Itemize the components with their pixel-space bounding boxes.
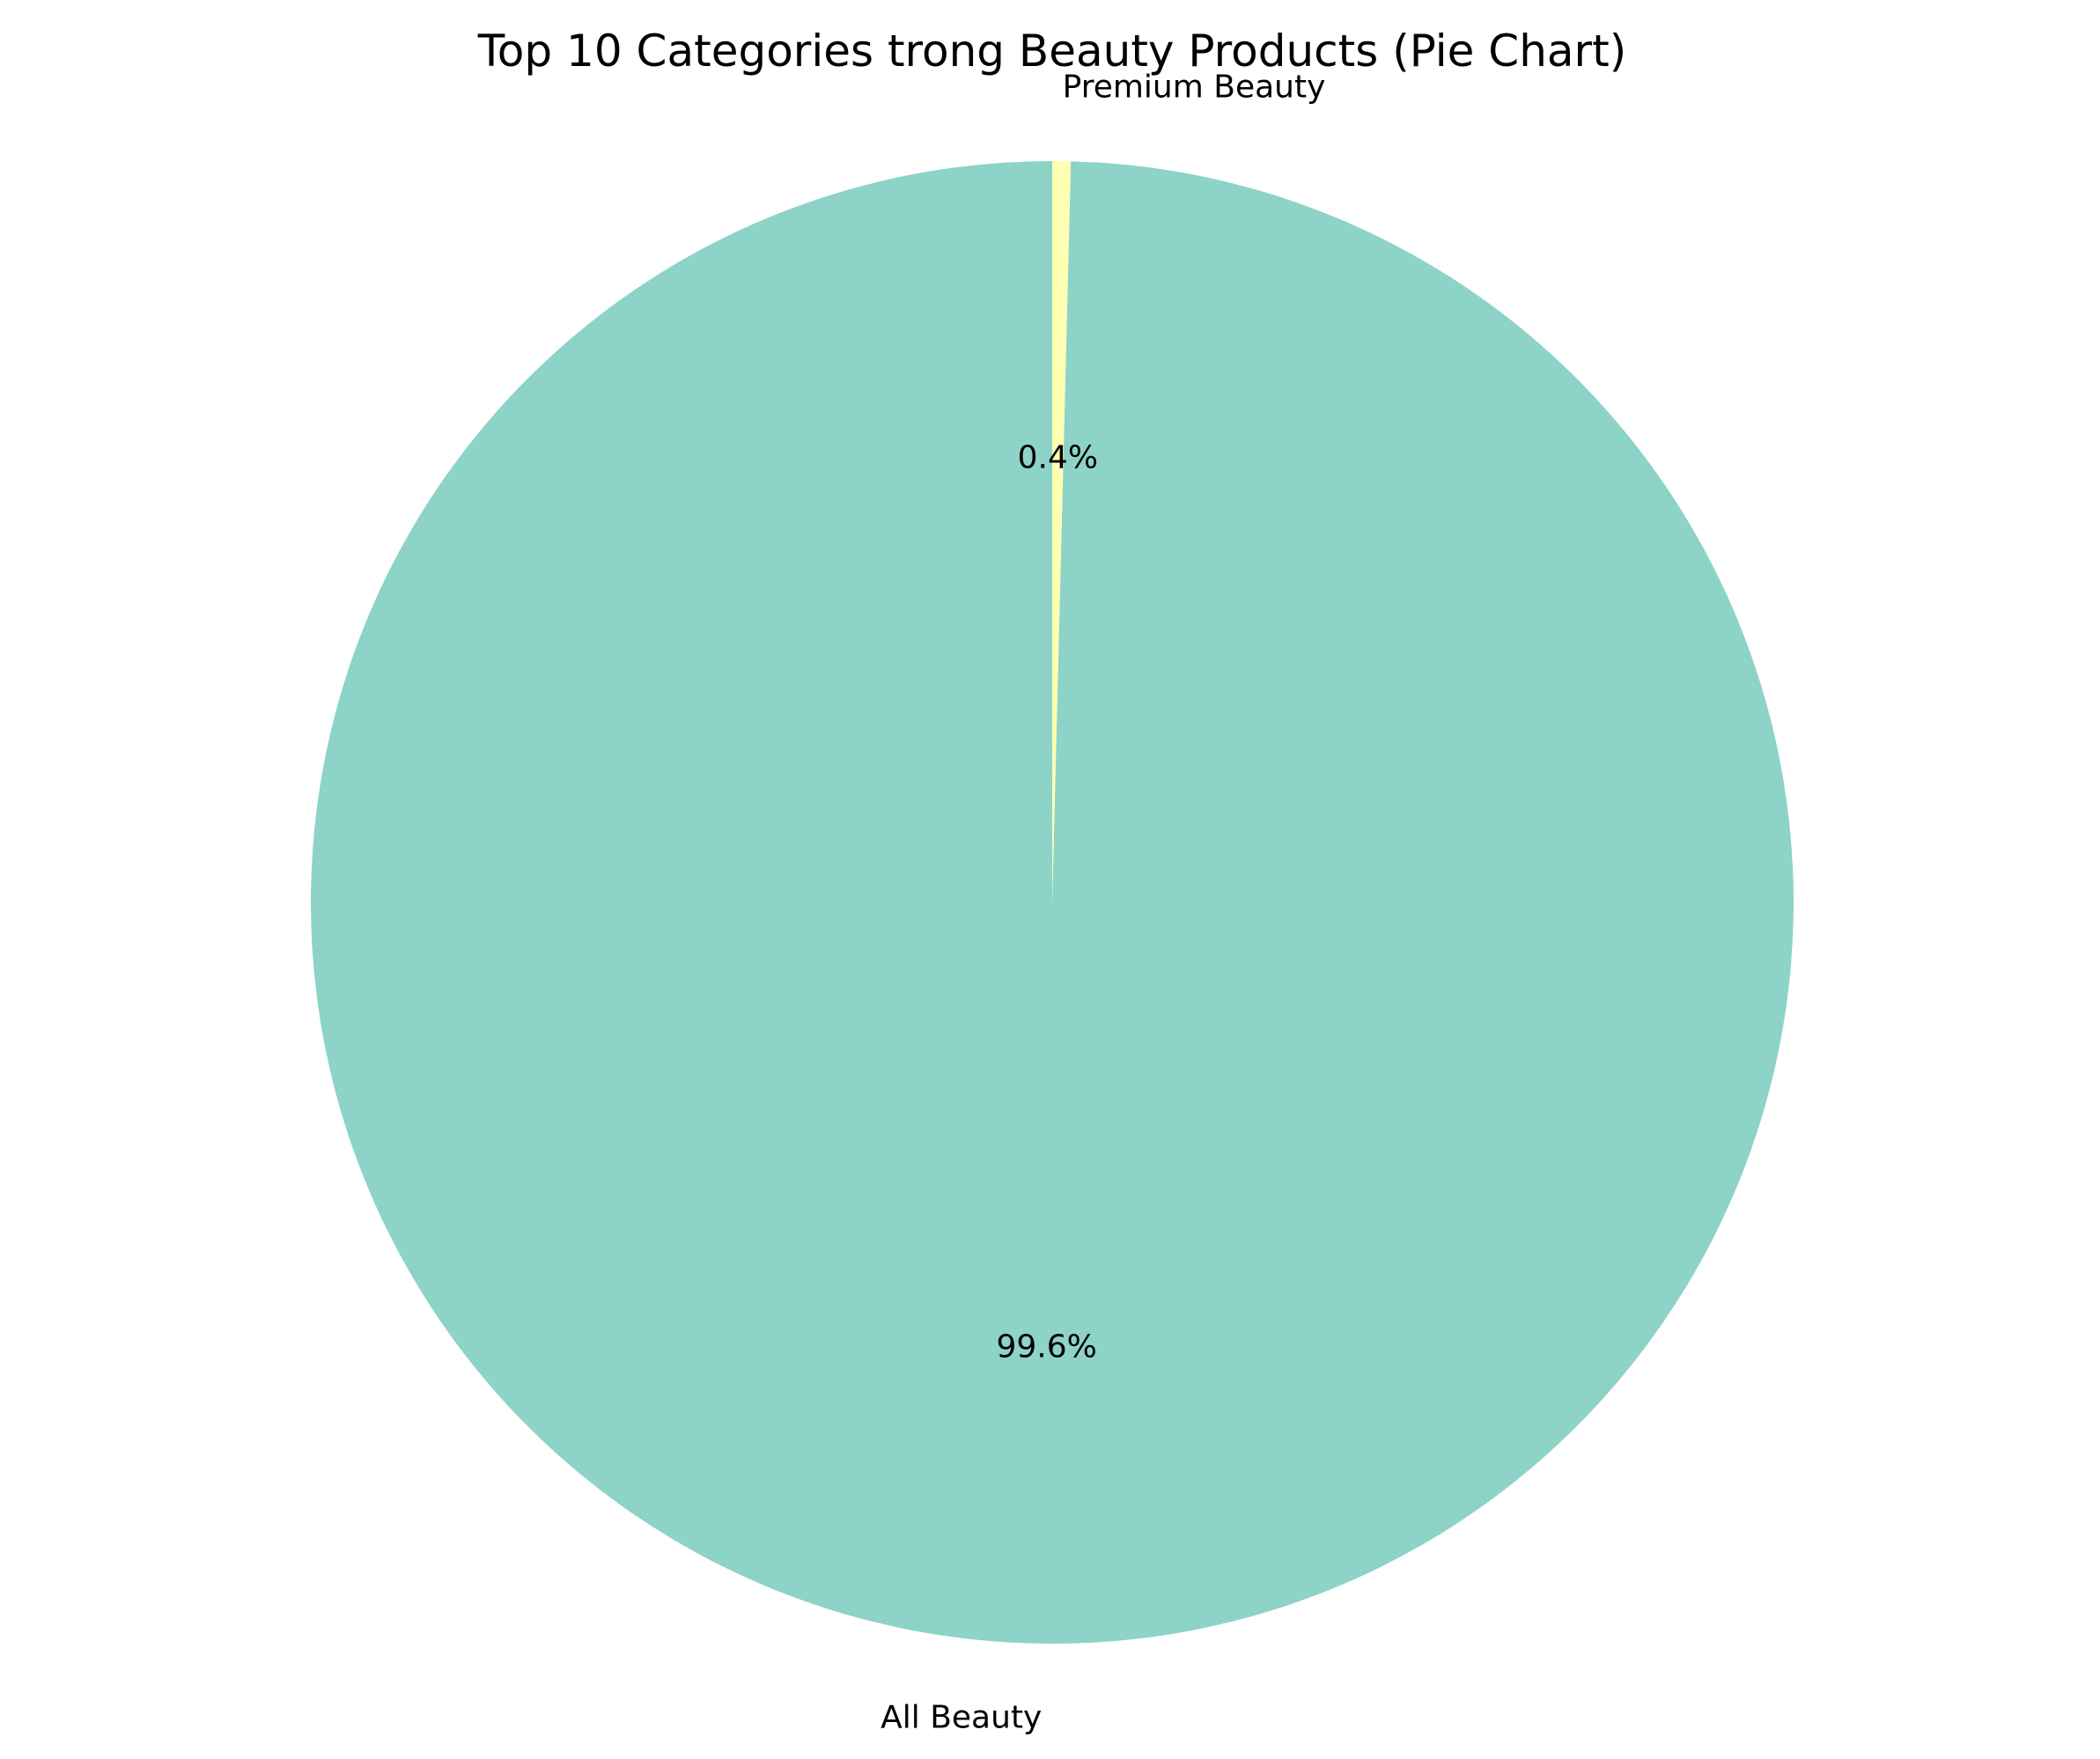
slice-label-all-beauty: All Beauty: [881, 1700, 1042, 1736]
slice-label-premium-beauty: Premium Beauty: [1063, 69, 1326, 105]
pie-slices: [310, 161, 1794, 1645]
pie-labels: All Beauty 99.6% Premium Beauty 0.4%: [881, 69, 1325, 1735]
pie-slice-premium-beauty: [1052, 161, 1072, 902]
pct-label-all-beauty: 99.6%: [996, 1329, 1096, 1365]
chart-title: Top 10 Categories trong Beauty Products …: [477, 26, 1626, 77]
pct-label-premium-beauty: 0.4%: [1018, 439, 1098, 475]
